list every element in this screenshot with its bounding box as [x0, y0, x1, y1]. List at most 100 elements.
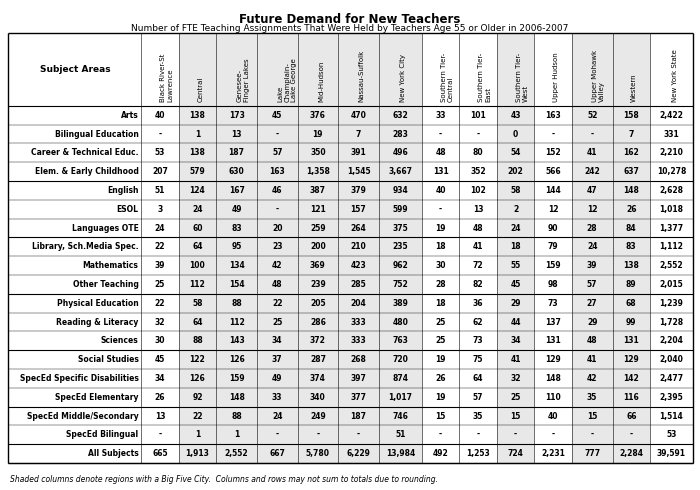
- Text: 1: 1: [195, 430, 200, 440]
- Text: 13: 13: [155, 412, 165, 420]
- Text: 13: 13: [473, 205, 483, 214]
- Text: 2,477: 2,477: [659, 374, 684, 383]
- Text: 287: 287: [310, 355, 326, 364]
- Text: 58: 58: [510, 186, 521, 195]
- Text: Sciences: Sciences: [101, 336, 139, 345]
- Text: 333: 333: [351, 318, 366, 326]
- Text: 53: 53: [155, 148, 165, 157]
- Text: 2,040: 2,040: [659, 355, 683, 364]
- Text: 25: 25: [435, 336, 446, 345]
- Text: 25: 25: [272, 318, 282, 326]
- Text: 80: 80: [473, 148, 484, 157]
- Text: 49: 49: [231, 205, 242, 214]
- Text: -: -: [316, 430, 319, 440]
- Text: 60: 60: [193, 223, 203, 233]
- Text: 43: 43: [510, 111, 521, 120]
- Text: 34: 34: [155, 374, 165, 383]
- Text: 391: 391: [351, 148, 366, 157]
- Text: Physical Education: Physical Education: [57, 299, 139, 308]
- Text: 73: 73: [548, 299, 559, 308]
- Text: 264: 264: [351, 223, 366, 233]
- Text: 121: 121: [310, 205, 326, 214]
- Text: -: -: [276, 430, 279, 440]
- Text: -: -: [477, 129, 480, 139]
- Text: 1,253: 1,253: [466, 449, 490, 458]
- Text: 30: 30: [435, 261, 446, 270]
- Text: 154: 154: [229, 280, 244, 289]
- Text: 29: 29: [587, 318, 597, 326]
- Text: 13: 13: [231, 129, 242, 139]
- Text: 110: 110: [545, 393, 561, 402]
- Text: 3,667: 3,667: [389, 167, 412, 176]
- Text: 724: 724: [508, 449, 524, 458]
- Text: 143: 143: [229, 336, 244, 345]
- Text: 116: 116: [624, 393, 639, 402]
- Text: 41: 41: [587, 148, 597, 157]
- Text: 283: 283: [393, 129, 408, 139]
- Text: -: -: [591, 430, 594, 440]
- Text: 340: 340: [310, 393, 326, 402]
- Text: 2,395: 2,395: [659, 393, 683, 402]
- Text: 599: 599: [393, 205, 408, 214]
- Text: 49: 49: [272, 374, 283, 383]
- Text: 45: 45: [155, 355, 165, 364]
- Text: 2,231: 2,231: [541, 449, 565, 458]
- Text: 57: 57: [272, 148, 283, 157]
- Text: 29: 29: [510, 299, 521, 308]
- Text: 423: 423: [351, 261, 366, 270]
- Text: 777: 777: [584, 449, 600, 458]
- Text: -: -: [552, 129, 554, 139]
- Text: 18: 18: [435, 299, 446, 308]
- Text: 173: 173: [229, 111, 244, 120]
- Text: 152: 152: [545, 148, 561, 157]
- Text: 285: 285: [351, 280, 366, 289]
- Text: 15: 15: [510, 412, 521, 420]
- Text: Future Demand for New Teachers: Future Demand for New Teachers: [239, 13, 461, 26]
- Text: 95: 95: [232, 243, 242, 251]
- Text: 162: 162: [624, 148, 639, 157]
- Text: 88: 88: [231, 299, 242, 308]
- Text: 187: 187: [229, 148, 244, 157]
- Text: 1,728: 1,728: [659, 318, 684, 326]
- Text: Southern Tier-
Central: Southern Tier- Central: [440, 52, 454, 102]
- Text: Library, Sch.Media Spec.: Library, Sch.Media Spec.: [32, 243, 139, 251]
- Text: 26: 26: [435, 374, 446, 383]
- Text: 138: 138: [190, 148, 206, 157]
- Text: 6,229: 6,229: [346, 449, 370, 458]
- Text: 24: 24: [272, 412, 283, 420]
- Text: 239: 239: [310, 280, 326, 289]
- Text: 369: 369: [310, 261, 326, 270]
- Text: 35: 35: [473, 412, 483, 420]
- Text: 632: 632: [393, 111, 408, 120]
- Text: 665: 665: [152, 449, 168, 458]
- Text: 19: 19: [435, 223, 446, 233]
- Text: 202: 202: [508, 167, 524, 176]
- Text: Black River-St
Lawrence: Black River-St Lawrence: [160, 53, 173, 102]
- Text: 90: 90: [548, 223, 559, 233]
- Text: 30: 30: [155, 336, 165, 345]
- Text: All Subjects: All Subjects: [88, 449, 139, 458]
- Text: 32: 32: [155, 318, 165, 326]
- Text: 129: 129: [545, 355, 561, 364]
- Text: 333: 333: [351, 336, 366, 345]
- Text: 39: 39: [587, 261, 597, 270]
- Text: 144: 144: [545, 186, 561, 195]
- Text: 249: 249: [310, 412, 326, 420]
- Text: 24: 24: [193, 205, 203, 214]
- Text: 1,913: 1,913: [186, 449, 209, 458]
- Text: 25: 25: [435, 318, 446, 326]
- Text: New York City: New York City: [400, 54, 406, 102]
- Text: Arts: Arts: [120, 111, 139, 120]
- Text: Southern Tier-
East: Southern Tier- East: [478, 52, 491, 102]
- Text: 1,239: 1,239: [659, 299, 683, 308]
- Text: Bilingual Education: Bilingual Education: [55, 129, 139, 139]
- Text: 159: 159: [545, 261, 561, 270]
- Text: -: -: [552, 430, 554, 440]
- Text: 52: 52: [587, 111, 597, 120]
- Text: 207: 207: [152, 167, 168, 176]
- Bar: [298, 33, 338, 463]
- Text: 1,017: 1,017: [389, 393, 412, 402]
- Text: 22: 22: [272, 299, 283, 308]
- Text: Shaded columns denote regions with a Big Five City.  Columns and rows may not su: Shaded columns denote regions with a Big…: [10, 475, 438, 484]
- Text: 157: 157: [351, 205, 366, 214]
